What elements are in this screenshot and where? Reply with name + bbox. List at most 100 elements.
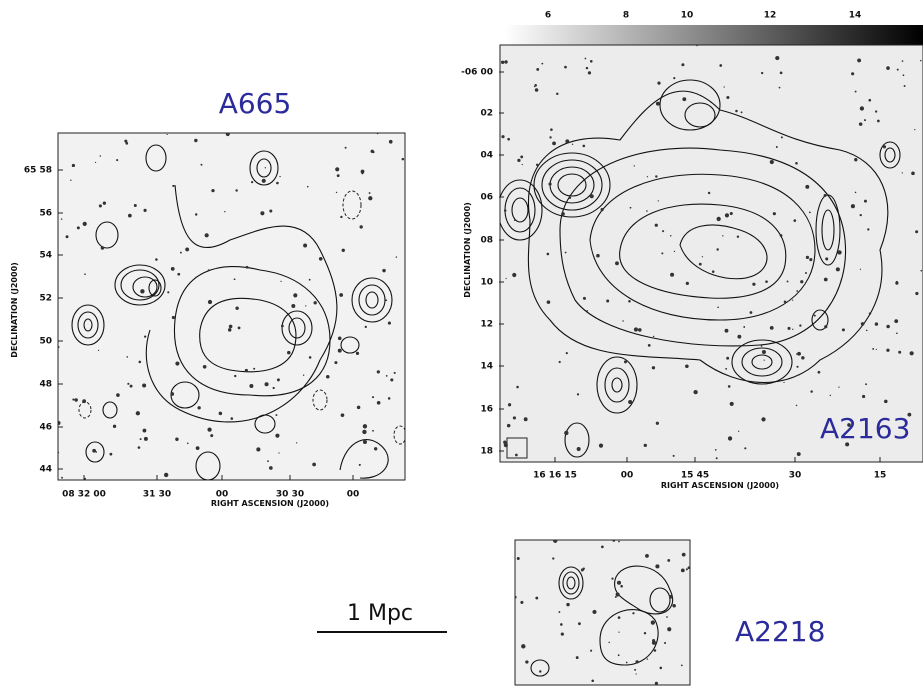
- star: [823, 277, 828, 282]
- star: [650, 620, 656, 625]
- star: [267, 460, 269, 463]
- star: [204, 233, 209, 238]
- star: [681, 63, 685, 67]
- star: [884, 399, 888, 404]
- x-tick-label: 15 45: [681, 471, 709, 481]
- star: [612, 540, 616, 542]
- star: [778, 86, 781, 89]
- star: [138, 360, 142, 364]
- star: [618, 631, 620, 633]
- star: [841, 328, 845, 332]
- star: [596, 253, 600, 258]
- star: [673, 250, 676, 253]
- star: [503, 440, 507, 444]
- star: [901, 60, 904, 62]
- star: [743, 326, 746, 328]
- star: [632, 612, 635, 615]
- star: [568, 196, 572, 199]
- star: [170, 392, 175, 396]
- star: [729, 401, 734, 406]
- star: [515, 595, 517, 599]
- star: [907, 412, 912, 417]
- star: [82, 399, 87, 404]
- star: [195, 276, 197, 279]
- star: [896, 68, 899, 71]
- star: [792, 328, 794, 330]
- star: [534, 88, 539, 92]
- star: [838, 386, 840, 388]
- star: [799, 324, 802, 327]
- star: [805, 184, 810, 189]
- star: [125, 141, 129, 145]
- star: [601, 545, 604, 549]
- star: [862, 394, 866, 399]
- star: [313, 301, 317, 305]
- star: [276, 181, 279, 185]
- star: [303, 243, 308, 248]
- star: [561, 212, 565, 216]
- star: [655, 564, 660, 569]
- star: [760, 71, 764, 75]
- star: [792, 299, 794, 301]
- star: [615, 261, 619, 266]
- star: [387, 321, 391, 325]
- star: [65, 235, 69, 239]
- star: [245, 265, 249, 269]
- star: [647, 344, 651, 347]
- star: [362, 424, 368, 429]
- star: [251, 181, 254, 184]
- star: [915, 291, 919, 296]
- star: [657, 200, 659, 202]
- star: [194, 213, 198, 216]
- image-content: [515, 540, 690, 685]
- star: [761, 350, 766, 355]
- star: [643, 443, 647, 448]
- star: [667, 559, 671, 562]
- star: [783, 381, 785, 384]
- star: [859, 268, 862, 270]
- star: [395, 256, 398, 258]
- star: [859, 106, 865, 111]
- star: [874, 110, 878, 113]
- star: [185, 247, 190, 252]
- star: [672, 454, 675, 457]
- star: [535, 596, 539, 600]
- star: [701, 256, 704, 258]
- y-tick-label: 10: [480, 278, 493, 288]
- star: [200, 163, 203, 166]
- star: [585, 66, 589, 70]
- star: [127, 382, 130, 385]
- y-tick-label: 06: [480, 193, 493, 203]
- star: [513, 219, 516, 221]
- star: [249, 384, 254, 389]
- star: [608, 641, 610, 644]
- star: [520, 600, 524, 604]
- star: [305, 305, 307, 307]
- colorbar-tick-label: 10: [681, 11, 694, 21]
- star: [584, 57, 587, 60]
- star: [172, 184, 175, 188]
- star: [711, 270, 715, 273]
- star: [253, 367, 256, 370]
- x-tick-label: 00: [621, 471, 634, 481]
- star: [558, 611, 561, 613]
- y-tick-label: 56: [39, 209, 52, 219]
- star: [335, 167, 340, 172]
- star: [504, 60, 508, 64]
- star: [264, 382, 269, 387]
- star: [725, 367, 728, 370]
- star: [364, 325, 367, 329]
- star: [296, 442, 298, 444]
- star: [896, 332, 898, 335]
- star: [911, 171, 915, 176]
- star: [909, 351, 914, 356]
- star: [901, 172, 903, 174]
- colorbar: [505, 25, 923, 45]
- star: [566, 602, 570, 607]
- star: [796, 290, 799, 292]
- star: [723, 86, 725, 88]
- star: [129, 384, 133, 388]
- star: [646, 176, 649, 178]
- x-tick-label: 30: [789, 471, 802, 481]
